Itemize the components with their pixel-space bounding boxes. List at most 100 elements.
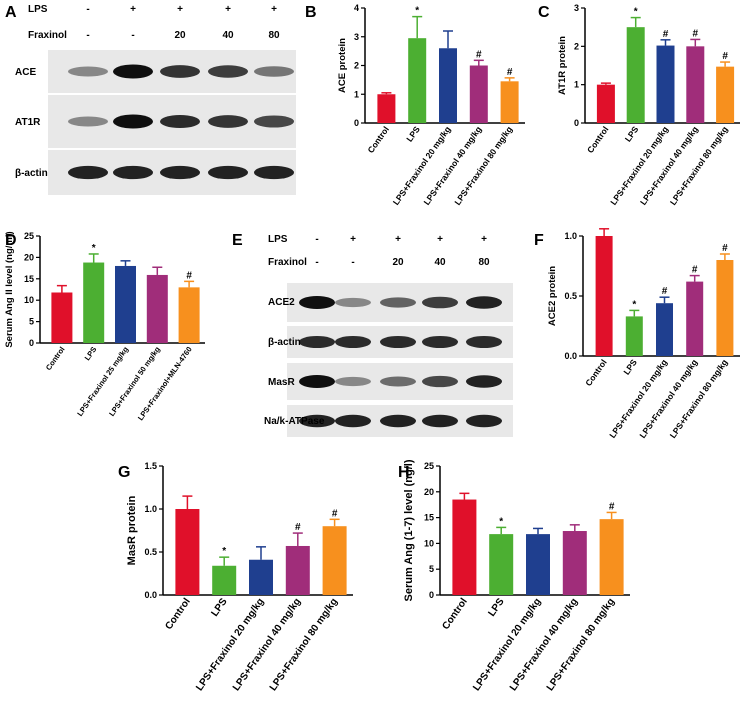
treatment-value: -: [86, 30, 89, 41]
blot-band: [68, 165, 108, 180]
treatment-value: +: [225, 4, 231, 15]
blot-band: [380, 297, 416, 308]
bar: [452, 499, 477, 595]
blot-band: [299, 335, 335, 349]
treatment-value: 80: [268, 30, 280, 41]
treatment-value: +: [481, 234, 487, 245]
y-axis-label: ACE2 protein: [547, 266, 558, 326]
panel-letter-f: F: [534, 232, 544, 249]
blot-band: [335, 376, 371, 387]
bar: [526, 534, 550, 595]
bar: [469, 65, 488, 123]
significance-mark: #: [507, 67, 513, 78]
significance-mark: #: [722, 243, 728, 254]
y-tick-label: 0: [29, 338, 34, 348]
blot-row-label: ACE2: [268, 297, 295, 308]
bar: [146, 274, 168, 343]
category-label: LPS+Fraxinol 80 mg/kg: [452, 124, 514, 207]
category-label: LPS+Fraxinol 20 mg/kg: [608, 124, 670, 207]
category-label: LPS+Fraxinol 80 mg/kg: [268, 596, 340, 693]
category-label: LPS: [83, 345, 99, 362]
blot-band: [422, 296, 458, 309]
category-label: LPS+Fraxinol 80 mg/kg: [668, 124, 730, 207]
y-tick-label: 0: [354, 118, 359, 128]
treatment-value: +: [177, 4, 183, 15]
y-tick-label: 10: [24, 295, 34, 305]
bar-chart-d: D 0 5 10 15 20 25 Serum Ang II level (ng/ml) Con…: [4, 231, 205, 422]
treatment-value: +: [271, 4, 277, 15]
treatment-value: -: [315, 257, 318, 268]
significance-mark: *: [634, 7, 638, 18]
category-label: LPS+Fraxinol 20 mg/kg: [607, 357, 669, 440]
y-tick-label: 20: [424, 487, 434, 497]
significance-mark: #: [722, 51, 728, 62]
bar: [686, 46, 705, 124]
y-tick-label: 3: [354, 32, 359, 42]
bar: [595, 236, 613, 356]
treatment-value: 20: [174, 30, 186, 41]
blot-row-label: β-actin: [15, 168, 48, 179]
y-tick-label: 20: [24, 252, 34, 262]
y-tick-label: 1: [574, 80, 579, 90]
blot-band: [254, 66, 294, 77]
blot-band: [113, 165, 153, 180]
category-label: LPS+Fraxinol 80 mg/kg: [668, 357, 730, 440]
bar: [51, 292, 73, 343]
category-label: LPS+Fraxinol 40 mg/kg: [508, 596, 580, 693]
y-axis-label: Serum Ang (1-7) level (ng/l): [403, 459, 415, 601]
panel-letter-a: A: [5, 4, 17, 21]
blot-band: [466, 375, 502, 388]
treatment-value: +: [130, 4, 136, 15]
blot-band: [466, 414, 502, 428]
blot-band: [335, 414, 371, 428]
blot-band: [380, 376, 416, 387]
blot-band: [299, 296, 335, 309]
treatment-label: LPS: [28, 4, 48, 15]
blot-band: [422, 335, 458, 349]
category-label: Control: [585, 124, 611, 154]
category-label: LPS+Fraxinol 40 mg/kg: [421, 124, 483, 207]
blot-band: [208, 65, 248, 78]
blot-band: [380, 414, 416, 428]
y-tick-label: 25: [424, 461, 434, 471]
bar: [686, 281, 704, 356]
significance-mark: #: [332, 508, 338, 519]
blot-band: [208, 165, 248, 180]
blot-band: [160, 165, 200, 180]
bar: [562, 531, 587, 595]
y-tick-label: 0.0: [564, 351, 577, 361]
category-label: Control: [163, 596, 193, 632]
panel-letter-d: D: [5, 232, 17, 249]
y-tick-label: 1: [354, 89, 359, 99]
y-tick-label: 0.5: [144, 547, 157, 557]
y-tick-label: 3: [574, 3, 579, 13]
y-tick-label: 15: [424, 513, 434, 523]
category-label: LPS+Fraxinol 20 mg/kg: [471, 596, 543, 693]
y-axis-label: ACE protein: [337, 38, 348, 93]
significance-mark: #: [186, 270, 192, 281]
significance-mark: #: [609, 501, 615, 512]
significance-mark: #: [663, 29, 669, 40]
y-axis-label: AT1R protein: [557, 36, 568, 95]
category-label: LPS: [404, 124, 422, 144]
category-label: Control: [366, 124, 392, 154]
category-label: LPS+Fraxinol 80 mg/kg: [545, 596, 617, 693]
significance-mark: *: [92, 243, 96, 254]
y-tick-label: 15: [24, 274, 34, 284]
significance-mark: #: [693, 28, 699, 39]
blot-band: [68, 66, 108, 77]
blot-band: [422, 375, 458, 388]
bar-chart-h: H 0 5 10 15 20 25 Serum Ang (1-7) level (ng/l) C…: [398, 459, 630, 693]
blot-band: [335, 335, 371, 349]
y-tick-label: 0: [429, 590, 434, 600]
blot-band: [299, 414, 335, 428]
bar: [716, 260, 734, 356]
category-label: Control: [440, 596, 470, 632]
treatment-value: 20: [392, 257, 404, 268]
treatment-label: LPS: [268, 234, 288, 245]
y-tick-label: 0.5: [564, 291, 577, 301]
y-tick-label: 0: [574, 118, 579, 128]
